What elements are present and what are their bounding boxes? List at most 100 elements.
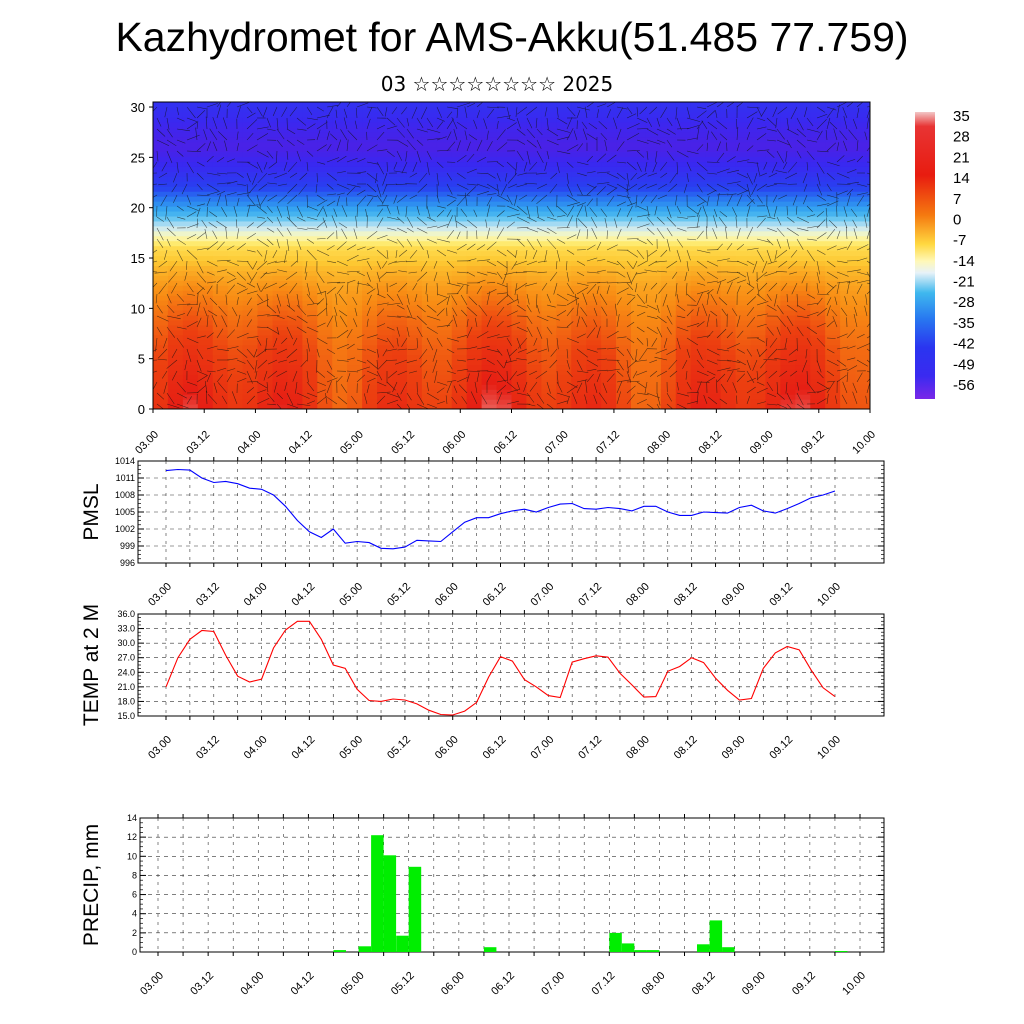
heatmap-cell (660, 220, 677, 227)
heatmap-cell (705, 300, 722, 306)
heatmap-cell (705, 329, 722, 336)
heatmap-cell (631, 364, 647, 370)
wind-arrow (606, 102, 617, 108)
wind-arrow (526, 348, 538, 355)
wind-arrow (236, 243, 246, 251)
heatmap-cell (197, 354, 214, 361)
heatmap-cell (795, 389, 811, 395)
heatmap-cell (496, 102, 513, 108)
wind-arrow (283, 161, 288, 171)
heatmap-cell (720, 240, 737, 247)
heatmap-cell (526, 121, 542, 128)
wind-arrow (306, 392, 318, 398)
heatmap-cell (153, 255, 169, 262)
heatmap-cell (496, 359, 513, 366)
heatmap-cell (332, 260, 348, 266)
wind-arrow (461, 309, 468, 317)
heatmap-cell (392, 245, 408, 252)
heatmap-cell (466, 399, 483, 405)
wind-arrow (632, 370, 638, 379)
wind-arrow (476, 172, 488, 174)
heatmap-cell (720, 339, 737, 346)
wind-arrow (452, 307, 458, 317)
heatmap-cell (720, 354, 737, 361)
wind-arrow (546, 139, 559, 146)
heatmap-cell (332, 255, 348, 262)
wind-arrow (802, 172, 808, 184)
heatmap-cell (167, 399, 184, 405)
heatmap-cell (496, 374, 513, 380)
heatmap-cell (451, 215, 468, 222)
heatmap-cell (347, 354, 363, 361)
heatmap-cell (660, 295, 677, 301)
wind-arrow (396, 403, 403, 409)
heatmap-cell (765, 126, 781, 133)
heatmap-cell (421, 359, 438, 366)
heatmap-cell (825, 102, 841, 108)
heatmap-cell (541, 260, 557, 266)
heatmap-cell (571, 309, 587, 316)
heatmap-cell (765, 131, 781, 138)
heatmap-cell (406, 250, 423, 257)
heatmap-cell (795, 305, 811, 311)
wind-arrow (316, 114, 330, 119)
wind-arrow (426, 216, 436, 222)
wind-arrow (396, 315, 410, 318)
wind-arrow (395, 359, 408, 365)
wind-arrow (616, 106, 628, 110)
heatmap-cell (705, 374, 722, 380)
heatmap-cell (406, 389, 423, 395)
wind-arrow (226, 192, 237, 196)
heatmap-cell (660, 102, 677, 108)
heatmap-cell (257, 136, 274, 143)
wind-arrow (696, 271, 706, 281)
heatmap-cell (855, 156, 870, 163)
heatmap-cell (347, 136, 363, 143)
wind-arrow (346, 279, 356, 284)
heatmap-cell (406, 102, 423, 108)
heatmap-cell (392, 324, 408, 331)
heatmap-cell (496, 255, 513, 262)
heatmap-cell (690, 309, 707, 316)
heatmap-cell (451, 295, 468, 301)
wind-arrow (527, 359, 538, 364)
wind-arrow (226, 284, 236, 295)
wind-arrow (414, 293, 418, 302)
heatmap-cell (556, 270, 572, 276)
heatmap-cell (287, 280, 303, 286)
heatmap-cell (362, 225, 378, 232)
wind-arrow (616, 287, 629, 295)
wind-arrow (516, 381, 521, 390)
heatmap-cell (795, 181, 811, 187)
heatmap-cell (735, 235, 752, 242)
heatmap-cell (287, 399, 303, 405)
wind-arrow (436, 282, 439, 296)
heatmap-cell (601, 384, 617, 390)
heatmap-cell (242, 181, 259, 187)
wind-arrow (546, 304, 556, 308)
wind-arrow (786, 128, 799, 136)
heatmap-cell (421, 394, 438, 400)
heatmap-cell (616, 141, 632, 148)
wind-arrow (446, 141, 456, 152)
wind-arrow (581, 121, 588, 130)
wind-arrow (806, 311, 819, 317)
wind-arrow (726, 343, 740, 350)
wind-arrow (866, 161, 870, 163)
wind-arrow (712, 228, 718, 240)
wind-arrow (456, 121, 468, 130)
heatmap-cell (601, 102, 617, 108)
heatmap-cell (675, 215, 692, 222)
heatmap-cell (332, 349, 348, 356)
wind-arrow (276, 326, 280, 335)
heatmap-cell (197, 364, 214, 370)
heatmap-cell (675, 191, 692, 197)
heatmap-cell (571, 364, 587, 370)
wind-arrow (514, 282, 518, 296)
heatmap-cell (631, 270, 647, 276)
heatmap-cell (466, 255, 483, 262)
wind-arrow (696, 249, 711, 254)
wind-arrow (456, 196, 466, 207)
wind-arrow (786, 293, 788, 303)
heatmap-cell (511, 384, 528, 390)
